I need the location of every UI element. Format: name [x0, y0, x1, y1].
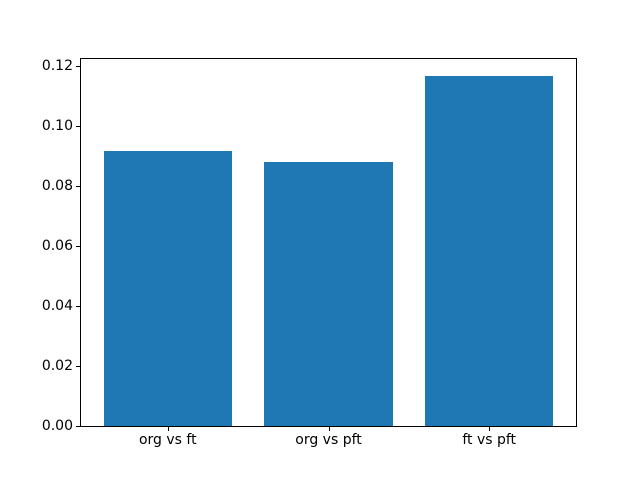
plot-area: org vs ft org vs pft ft vs pft 0.00 0.02 0.04… — [42, 58, 577, 447]
bar — [103, 151, 233, 426]
bar — [264, 162, 393, 426]
x-axis-tick-label: ft vs pft — [462, 432, 517, 448]
y-tick-mark — [76, 65, 80, 67]
y-axis-tick-label: 0.00 — [41, 418, 73, 434]
y-tick-mark — [76, 185, 80, 187]
y-axis-tick-label: 0.04 — [41, 297, 73, 314]
y-axis-tick-label: 0.08 — [41, 177, 73, 194]
y-tick-mark — [76, 125, 80, 127]
x-tick-mark — [489, 427, 491, 431]
y-tick-mark — [76, 426, 80, 427]
y-axis-tick-label: 0.10 — [41, 117, 73, 134]
x-axis-tick-label: org vs ft — [138, 432, 197, 448]
y-tick-mark — [76, 365, 80, 367]
x-tick-mark — [167, 427, 169, 431]
y-tick-mark — [76, 245, 80, 247]
x-tick-mark — [328, 427, 330, 431]
bar — [424, 75, 554, 426]
y-axis-tick-label: 0.02 — [41, 357, 73, 374]
x-axis-tick-label: org vs pft — [295, 432, 362, 448]
y-axis-tick-label: 0.12 — [41, 57, 73, 74]
y-axis-tick-label: 0.06 — [41, 237, 73, 254]
y-tick-mark — [76, 305, 80, 307]
